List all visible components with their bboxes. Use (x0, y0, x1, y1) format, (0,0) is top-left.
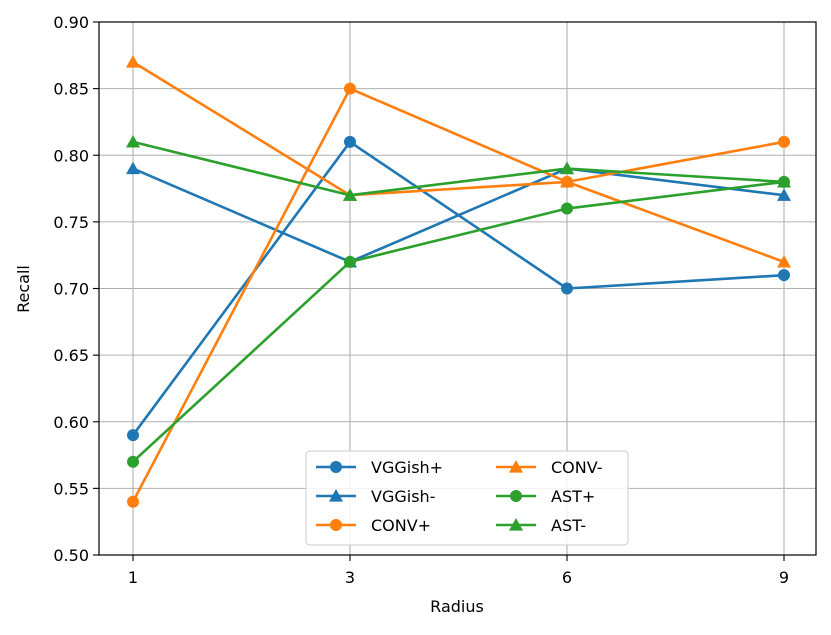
legend-marker (329, 489, 343, 502)
series-ast-minus (126, 134, 791, 201)
legend-item-vggish-plus: VGGish+ (316, 458, 443, 477)
data-point-conv-minus (126, 54, 140, 68)
axis-ticks: 0.50 0.55 0.60 0.65 0.70 0.75 0.80 0.85 0.90 1 3 6 9 (53, 13, 789, 587)
y-tick-label: 0.85 (53, 80, 89, 99)
data-point-vggish-plus (778, 269, 790, 282)
data-point-conv-plus (127, 495, 139, 508)
legend-marker (330, 519, 342, 531)
legend-item-conv-plus: CONV+ (316, 516, 431, 535)
data-point-vggish-plus (561, 282, 573, 295)
legend-item-ast-plus: AST+ (496, 487, 595, 506)
legend-item-ast-minus: AST- (496, 516, 586, 535)
legend-item-conv-minus: CONV- (496, 458, 603, 477)
legend-marker (330, 461, 342, 473)
series-line-vggish-minus (132, 167, 785, 264)
legend-item-vggish-minus: VGGish- (316, 487, 435, 506)
data-point-vggish-plus (127, 429, 139, 442)
legend-label: CONV+ (371, 516, 431, 535)
y-tick-label: 0.50 (53, 546, 89, 565)
data-point-conv-minus (777, 254, 791, 268)
data-point-conv-minus (560, 174, 574, 188)
legend-marker (510, 490, 522, 502)
y-tick-label: 0.80 (53, 146, 89, 165)
data-point-conv-plus (778, 135, 790, 148)
data-point-vggish-minus (126, 161, 140, 175)
data-point-vggish-minus (777, 188, 791, 201)
legend-box (305, 450, 629, 546)
y-tick-label: 0.90 (53, 13, 89, 32)
x-tick-label: 9 (779, 568, 789, 587)
data-point-conv-plus (344, 82, 356, 95)
y-tick-label: 0.55 (53, 479, 89, 498)
x-tick-label: 6 (562, 568, 572, 587)
legend-marker (509, 518, 523, 531)
legend-label: VGGish- (371, 487, 435, 506)
data-point-ast-minus (126, 134, 140, 148)
legend-marker (509, 460, 523, 473)
data-point-ast-plus (561, 202, 573, 215)
x-tick-label: 3 (345, 568, 355, 587)
y-tick-label: 0.70 (53, 280, 89, 299)
series-conv-plus (127, 82, 790, 508)
data-point-ast-plus (344, 255, 356, 268)
series-line-ast-plus (132, 180, 785, 463)
legend-label: CONV- (551, 458, 603, 477)
legend-label: AST- (551, 516, 586, 535)
data-point-ast-minus (560, 161, 574, 175)
series-line-conv-plus (131, 87, 785, 503)
legend: VGGish+ VGGish- CONV+ CONV- AST+ AST- (305, 450, 629, 546)
y-axis-label: Recall (14, 265, 33, 313)
series-layer (126, 54, 791, 508)
data-point-ast-minus (343, 188, 357, 201)
y-tick-label: 0.65 (53, 346, 89, 365)
data-point-ast-plus (127, 455, 139, 468)
x-tick-label: 1 (128, 568, 138, 587)
series-line-ast-minus (132, 140, 785, 197)
data-point-vggish-plus (344, 135, 356, 148)
x-axis-label: Radius (430, 597, 484, 616)
y-tick-label: 0.60 (53, 413, 89, 432)
data-point-ast-minus (777, 174, 791, 188)
series-line-conv-minus (132, 60, 785, 264)
legend-label: VGGish+ (371, 458, 443, 477)
y-tick-label: 0.75 (53, 213, 89, 232)
series-ast-plus (127, 175, 790, 468)
legend-label: AST+ (551, 487, 595, 506)
